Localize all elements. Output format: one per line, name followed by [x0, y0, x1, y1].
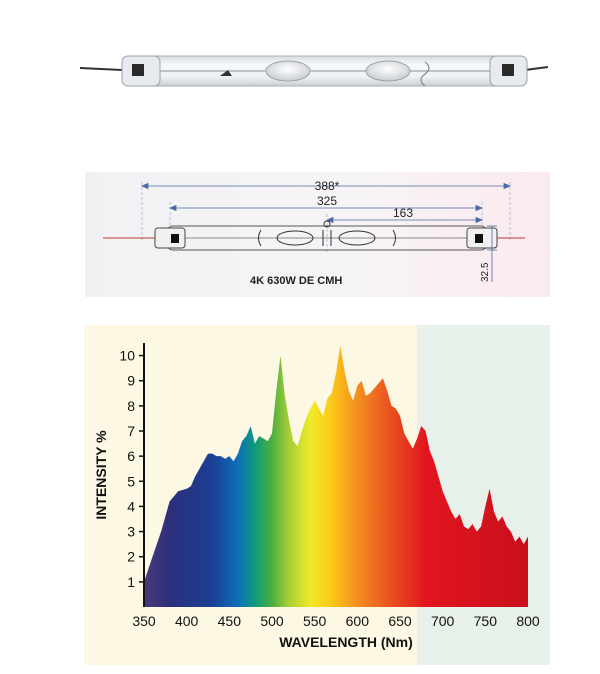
x-tick-label: 600 [346, 613, 370, 629]
x-axis-title: WAVELENGTH (Nm) [279, 634, 413, 650]
x-tick-label: 800 [516, 613, 540, 629]
y-axis-ticks: 1 2 3 4 5 6 7 8 9 10 [119, 348, 144, 590]
y-tick-label: 6 [127, 448, 135, 464]
dimension-arc-length: 325 [317, 194, 337, 208]
y-tick-label: 7 [127, 423, 135, 439]
y-tick-label: 4 [127, 498, 135, 514]
y-tick-label: 9 [127, 373, 135, 389]
x-tick-label: 650 [388, 613, 412, 629]
lamp-wire-right [524, 66, 549, 71]
spectrum-area [144, 345, 528, 607]
dimension-lamp-outline [103, 220, 525, 251]
x-tick-label: 450 [218, 613, 242, 629]
y-tick-label: 1 [127, 574, 135, 590]
dimension-drawing: 388* 325 163 32.5 4K 630W DE CMH [85, 172, 550, 297]
y-tick-label: 8 [127, 398, 135, 414]
lamp-arc-bulb-right [365, 60, 411, 82]
x-tick-label: 350 [132, 613, 156, 629]
lamp-photo [79, 55, 549, 87]
x-tick-label: 400 [175, 613, 199, 629]
x-tick-label: 750 [474, 613, 498, 629]
y-tick-label: 10 [119, 348, 135, 364]
dimension-half-length: 163 [393, 206, 413, 220]
dimension-overall: 388* [315, 179, 340, 193]
x-axis-ticks: 350 400 450 500 550 600 650 700 750 800 [132, 613, 540, 629]
x-tick-label: 500 [260, 613, 284, 629]
dimension-diameter: 32.5 [480, 262, 491, 282]
y-tick-label: 5 [127, 473, 135, 489]
lamp-arc-bulb-left [265, 60, 311, 82]
lamp-model-title: 4K 630W DE CMH [250, 275, 342, 287]
x-tick-label: 550 [303, 613, 327, 629]
spectrum-chart: 1 2 3 4 5 6 7 8 9 10 350 400 450 500 550 600 650 700 750 8… [84, 325, 550, 665]
y-tick-label: 2 [127, 549, 135, 565]
y-tick-label: 3 [127, 524, 135, 540]
y-axis-title: INTENSITY % [93, 430, 109, 520]
lamp-wire-left [79, 67, 123, 71]
x-tick-label: 700 [431, 613, 455, 629]
